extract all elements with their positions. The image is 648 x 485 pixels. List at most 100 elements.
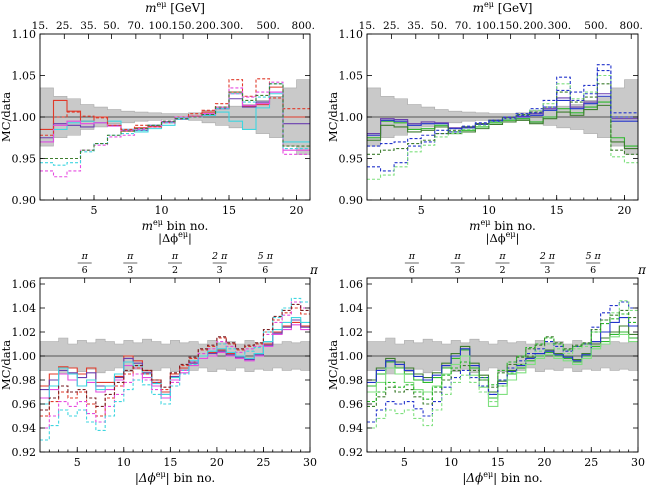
top-tick-label-denominator: 2 [172, 265, 178, 276]
top-tick-label-denominator: 3 [544, 265, 550, 276]
top-tick-label-numerator: π [498, 251, 506, 262]
series-2-line [40, 93, 310, 143]
x-tick-label: 5 [418, 204, 425, 217]
x-tick-label: 30 [631, 456, 645, 469]
top-tick-label: 70. [127, 20, 144, 32]
y-axis-label: MC/data [326, 92, 340, 142]
x-axis-label-suffix: | bin no. [166, 471, 215, 485]
x-tick-label: 10 [155, 204, 169, 217]
top-tick-label-numerator: π [454, 251, 462, 262]
y-tick-label: 1.00 [12, 111, 37, 124]
x-axis-label: |Δϕeμ| bin no. [462, 470, 542, 485]
top-tick-label: 15. [32, 20, 49, 32]
x-axis-label-symbol: |Δϕ [135, 471, 156, 485]
x-tick-label: 10 [482, 204, 496, 217]
top-tick-label: 500. [256, 20, 279, 32]
top-axis-label: meμ [GeV] [145, 0, 205, 15]
x-axis-label-suffix: bin no. [490, 219, 535, 233]
top-tick-label-pi: π [637, 263, 647, 277]
x-axis-label-symbol: |Δϕ [462, 471, 483, 485]
top-tick-label-numerator: π [81, 251, 89, 262]
x-tick-label: 15 [222, 204, 236, 217]
y-tick-label: 0.96 [12, 398, 37, 411]
panel-bottom-left: 5 10 15 20 25 30 0.92 0.94 0.96 0.98 1.00 1.02 1.04 1… [0, 230, 319, 485]
top-axis-label-unit: [GeV] [166, 1, 205, 15]
y-axis-label: MC/data [326, 340, 340, 390]
y-tick-label: 1.06 [12, 278, 37, 291]
top-axis-label: |Δϕeμ| [486, 230, 520, 246]
plot-area [40, 78, 310, 178]
top-tick-label: 100. [476, 20, 499, 32]
top-axis-label-symbol: m [473, 1, 484, 15]
top-tick-label-numerator: 5 π [585, 251, 601, 262]
top-tick-label: 800. [292, 20, 315, 32]
top-axis-label-superscript: eμ [156, 0, 166, 9]
x-tick-label: 5 [91, 204, 98, 217]
y-tick-label: 1.00 [339, 111, 364, 124]
x-tick-label: 15 [163, 456, 177, 469]
y-tick-label: 0.95 [339, 153, 364, 166]
top-tick-label-numerator: 2 π [539, 251, 556, 262]
top-axis-label-superscript: eμ [178, 230, 188, 239]
y-tick-label: 0.90 [339, 194, 364, 207]
plot-area [367, 300, 638, 429]
top-tick-label: 50. [103, 20, 120, 32]
top-axis-label-superscript: eμ [506, 230, 516, 239]
x-axis-label-symbol: m [142, 219, 153, 233]
y-tick-label: 0.98 [12, 374, 37, 387]
y-tick-label: 1.02 [12, 326, 37, 339]
series-7-line [40, 83, 310, 160]
y-axis-label: MC/data [0, 340, 13, 390]
top-tick-label-denominator: 3 [127, 265, 133, 276]
x-tick-label: 15 [491, 456, 505, 469]
top-tick-label-denominator: 3 [217, 265, 223, 276]
y-tick-label: 1.10 [339, 28, 364, 41]
top-tick-label-denominator: 6 [82, 265, 88, 276]
x-axis-label-superscript: eμ [481, 218, 491, 227]
y-tick-label: 1.00 [339, 350, 364, 363]
top-axis-label-symbol: |Δϕ [158, 231, 178, 246]
x-tick-label: 20 [538, 456, 552, 469]
top-tick-label: 200. [523, 20, 546, 32]
top-tick-label-numerator: 5 π [258, 251, 274, 262]
top-tick-label: 800. [620, 20, 643, 32]
top-axis-label-unit: [GeV] [494, 1, 533, 15]
top-tick-label-numerator: 2 π [211, 251, 228, 262]
series-7-line [367, 69, 638, 147]
x-tick-label: 5 [74, 456, 81, 469]
plot-area [367, 64, 638, 180]
top-tick-label-denominator: 3 [455, 265, 461, 276]
x-axis-label-suffix: bin no. [163, 219, 208, 233]
top-tick-label: 50. [430, 20, 447, 32]
y-axis-label: MC/data [0, 92, 13, 142]
x-tick-label: 25 [256, 456, 270, 469]
series-5-line [367, 300, 638, 429]
x-axis-label: meμ bin no. [142, 218, 209, 233]
series-5-line [367, 74, 638, 180]
top-axis-label: |Δϕeμ| [158, 230, 192, 246]
x-axis-label: |Δϕeμ| bin no. [135, 470, 215, 485]
top-tick-label: 35. [80, 20, 97, 32]
top-axis-label: meμ [GeV] [473, 0, 533, 15]
y-tick-label: 1.05 [12, 70, 37, 83]
x-tick-label: 10 [444, 456, 458, 469]
x-tick-label: 15 [550, 204, 564, 217]
y-tick-label: 1.10 [12, 28, 37, 41]
x-tick-label: 10 [117, 456, 131, 469]
y-tick-label: 1.02 [339, 326, 364, 339]
y-tick-label: 0.95 [12, 153, 37, 166]
y-tick-label: 0.92 [339, 446, 364, 459]
x-tick-label: 20 [617, 204, 631, 217]
y-tick-label: 1.00 [12, 350, 37, 363]
y-tick-label: 0.92 [12, 446, 37, 459]
x-tick-label: 20 [290, 204, 304, 217]
x-axis-label-superscript: eμ [156, 470, 166, 479]
panel-bottom-right: 5 10 15 20 25 30 0.92 0.94 0.96 0.98 1.00 1.02 1.04 1… [326, 230, 647, 485]
top-tick-label-numerator: π [171, 251, 179, 262]
top-tick-label: 200. [196, 20, 219, 32]
x-tick-label: 25 [584, 456, 598, 469]
y-tick-label: 0.94 [339, 422, 364, 435]
